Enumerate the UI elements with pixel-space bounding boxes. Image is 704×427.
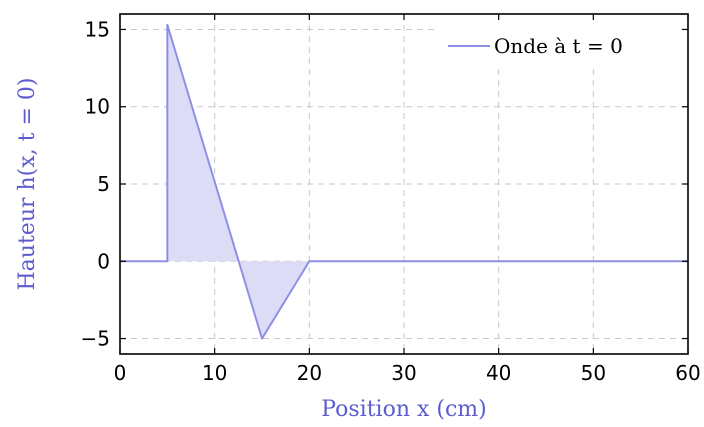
- legend: Onde à t = 0: [438, 24, 678, 68]
- x-tick-label: 30: [391, 361, 416, 385]
- axis-ticks: [119, 14, 689, 354]
- x-tick-label: 20: [297, 361, 322, 385]
- y-tick-label: 0: [97, 249, 110, 273]
- x-tick-label: 0: [114, 361, 127, 385]
- y-tick-label: 5: [97, 172, 110, 196]
- y-axis-title: Hauteur h(x, t = 0): [15, 78, 40, 291]
- x-tick-label: 10: [202, 361, 227, 385]
- y-tick-label: 10: [85, 95, 110, 119]
- x-tick-labels: 0 10 20 30 40 50 60: [114, 361, 701, 385]
- y-tick-labels: −5 0 5 10 15: [81, 17, 110, 350]
- x-axis-title: Position x (cm): [321, 397, 487, 422]
- series-line: [120, 23, 688, 340]
- x-tick-label: 60: [675, 361, 700, 385]
- y-tick-label: −5: [81, 327, 110, 351]
- plot-frame: [119, 13, 689, 355]
- legend-label: Onde à t = 0: [494, 34, 623, 58]
- x-tick-label: 40: [486, 361, 511, 385]
- x-tick-label: 50: [581, 361, 606, 385]
- y-tick-label: 15: [85, 17, 110, 41]
